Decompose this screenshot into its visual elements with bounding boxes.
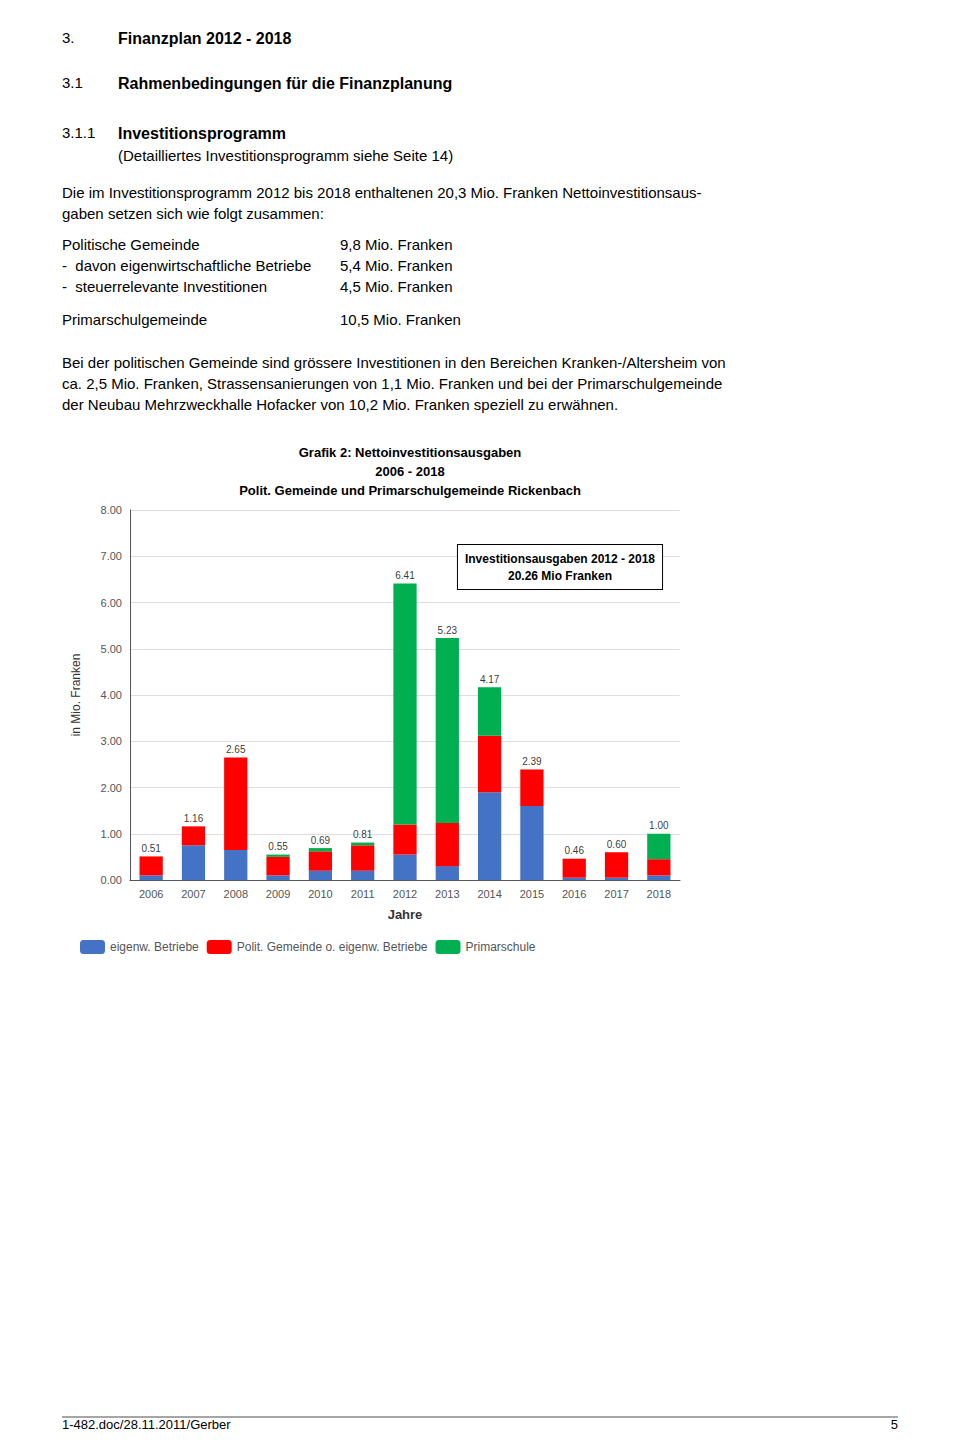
svg-text:in Mio. Franken: in Mio. Franken [69, 654, 83, 737]
svg-text:2017: 2017 [604, 888, 628, 900]
svg-text:2011: 2011 [351, 888, 375, 900]
svg-text:10,5 Mio. Franken: 10,5 Mio. Franken [340, 311, 461, 328]
svg-text:2008: 2008 [224, 888, 248, 900]
svg-text:Die im Investitionsprogramm 20: Die im Investitionsprogramm 2012 bis 201… [62, 184, 702, 201]
svg-text:5,4 Mio. Franken: 5,4 Mio. Franken [340, 257, 453, 274]
svg-text:8.00: 8.00 [101, 504, 122, 516]
svg-text:2013: 2013 [435, 888, 459, 900]
svg-text:0.46: 0.46 [564, 845, 584, 856]
svg-text:Polit. Gemeinde o. eigenw. Bet: Polit. Gemeinde o. eigenw. Betriebe [237, 940, 428, 954]
svg-text:Investitionsausgaben 2012 - 20: Investitionsausgaben 2012 - 2018 [465, 552, 655, 566]
svg-text:- davon eigenwirtschaftliche: - davon eigenwirtschaftliche Betriebe [62, 257, 311, 274]
svg-text:2015: 2015 [520, 888, 544, 900]
svg-text:4.00: 4.00 [101, 689, 122, 701]
svg-text:3.00: 3.00 [101, 735, 122, 747]
svg-text:Investitionsprogramm: Investitionsprogramm [118, 125, 286, 142]
svg-text:Bei der politischen Gemeinde s: Bei der politischen Gemeinde sind grösse… [62, 354, 726, 371]
svg-text:3.1: 3.1 [62, 74, 83, 91]
svg-text:Finanzplan 2012 - 2018: Finanzplan 2012 - 2018 [118, 30, 292, 47]
svg-text:7.00: 7.00 [101, 550, 122, 562]
svg-text:ca. 2,5 Mio. Franken, Strassen: ca. 2,5 Mio. Franken, Strassensanierunge… [62, 375, 722, 392]
svg-text:- steuerrelevante Investition: - steuerrelevante Investitionen [62, 278, 267, 295]
svg-text:2.65: 2.65 [226, 744, 246, 755]
svg-text:4,5 Mio. Franken: 4,5 Mio. Franken [340, 278, 453, 295]
svg-text:0.51: 0.51 [141, 843, 161, 854]
svg-text:2018: 2018 [647, 888, 671, 900]
svg-text:5.00: 5.00 [101, 643, 122, 655]
svg-text:2.39: 2.39 [522, 756, 542, 767]
svg-text:0.81: 0.81 [353, 829, 373, 840]
svg-text:Rahmenbedingungen für die Fina: Rahmenbedingungen für die Finanzplanung [118, 75, 452, 92]
svg-text:0.69: 0.69 [311, 835, 331, 846]
svg-text:eigenw. Betriebe: eigenw. Betriebe [110, 940, 199, 954]
svg-text:2016: 2016 [562, 888, 586, 900]
svg-text:5: 5 [891, 1417, 898, 1432]
svg-text:3.: 3. [62, 29, 75, 46]
svg-text:2009: 2009 [266, 888, 290, 900]
svg-text:1-482.doc/28.11.2011/Gerber: 1-482.doc/28.11.2011/Gerber [62, 1417, 231, 1432]
svg-text:gaben setzen sich wie folgt zu: gaben setzen sich wie folgt zusammen: [62, 205, 324, 222]
svg-text:2006 - 2018: 2006 - 2018 [375, 464, 444, 479]
svg-text:Politische Gemeinde: Politische Gemeinde [62, 236, 200, 253]
svg-text:1.16: 1.16 [184, 813, 204, 824]
svg-text:2006: 2006 [139, 888, 163, 900]
svg-text:2010: 2010 [308, 888, 332, 900]
svg-text:Polit. Gemeinde und Primarschu: Polit. Gemeinde und Primarschulgemeinde … [239, 483, 581, 498]
svg-text:2007: 2007 [181, 888, 205, 900]
svg-text:2014: 2014 [477, 888, 501, 900]
svg-text:2.00: 2.00 [101, 782, 122, 794]
svg-text:Grafik 2: Nettoinvestitionsaus: Grafik 2: Nettoinvestitionsausgaben [299, 445, 522, 460]
svg-text:5.23: 5.23 [438, 625, 458, 636]
svg-text:0.60: 0.60 [607, 839, 627, 850]
svg-text:Primarschulgemeinde: Primarschulgemeinde [62, 311, 207, 328]
svg-text:0.00: 0.00 [101, 874, 122, 886]
svg-text:1.00: 1.00 [649, 820, 669, 831]
svg-text:6.41: 6.41 [395, 570, 415, 581]
svg-text:0.55: 0.55 [268, 841, 288, 852]
svg-text:(Detailliertes Investitionspro: (Detailliertes Investitionsprogramm sieh… [118, 147, 453, 164]
svg-text:1.00: 1.00 [101, 828, 122, 840]
svg-text:2012: 2012 [393, 888, 417, 900]
svg-text:20.26 Mio Franken: 20.26 Mio Franken [508, 569, 612, 583]
svg-text:Primarschule: Primarschule [466, 940, 536, 954]
svg-text:der Neubau Mehrzweckhalle Hofa: der Neubau Mehrzweckhalle Hofacker von 1… [62, 396, 618, 413]
svg-text:9,8 Mio. Franken: 9,8 Mio. Franken [340, 236, 453, 253]
svg-text:3.1.1: 3.1.1 [62, 124, 95, 141]
svg-text:4.17: 4.17 [480, 674, 500, 685]
svg-text:Jahre: Jahre [388, 907, 423, 922]
svg-text:6.00: 6.00 [101, 597, 122, 609]
